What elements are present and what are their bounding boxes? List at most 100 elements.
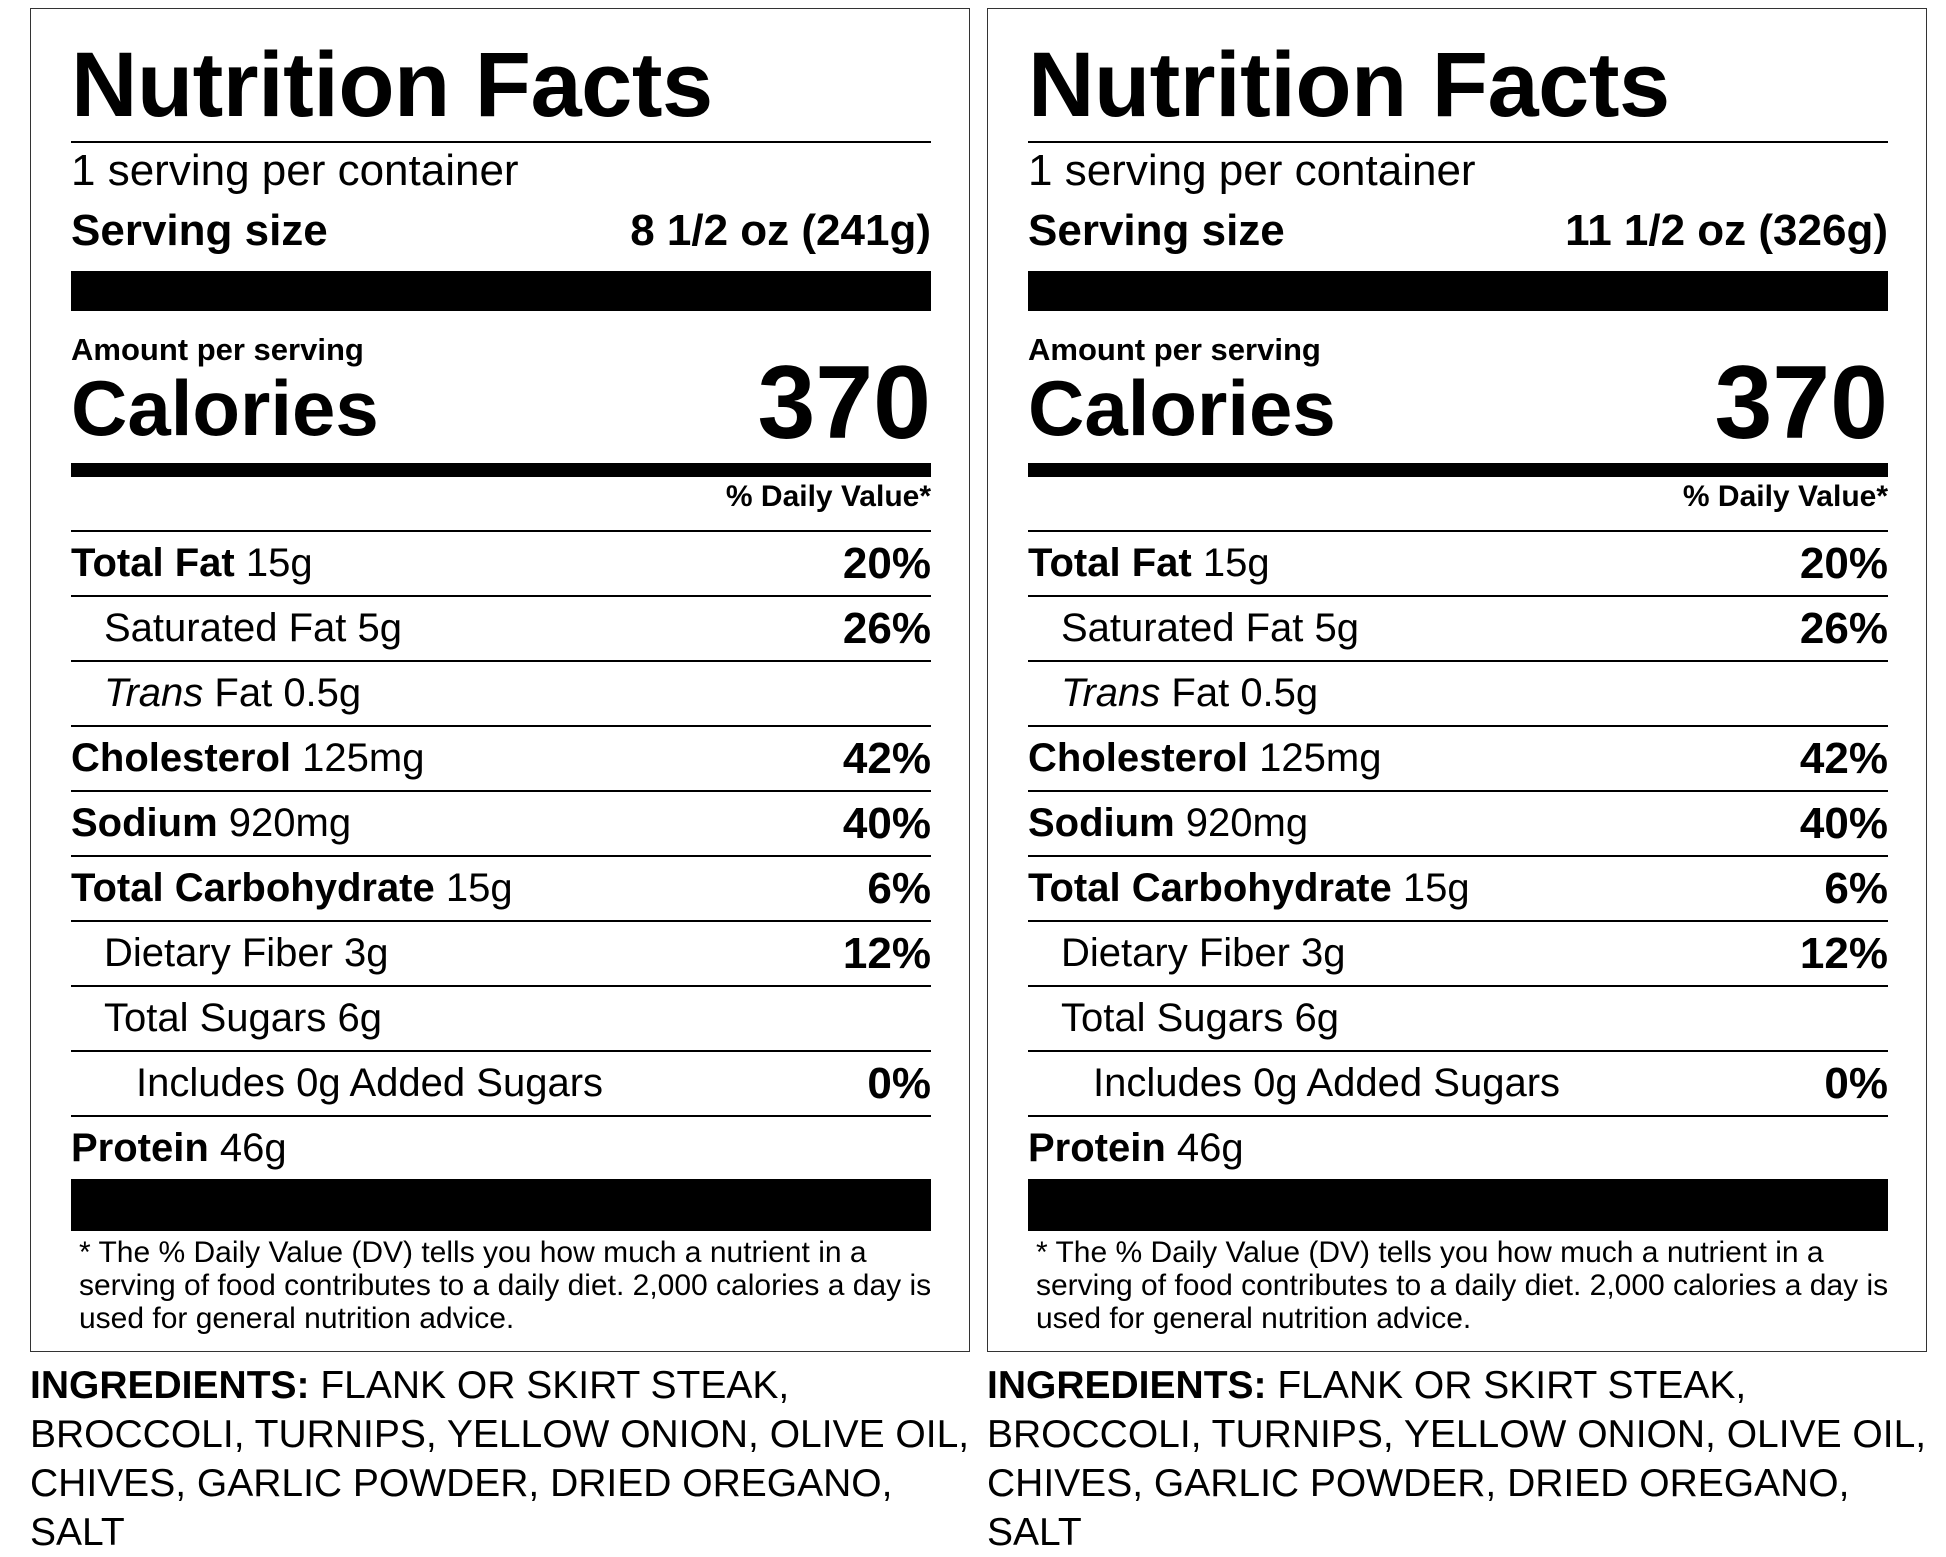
nutrient-name-italic: Trans: [1061, 671, 1161, 715]
nutrient-name: Fat 0.5g: [214, 671, 362, 715]
nutrition-facts-label: Nutrition Facts 1 serving per container …: [30, 8, 970, 1352]
divider: [1028, 141, 1888, 143]
ingredients-list: INGREDIENTS: FLANK OR SKIRT STEAK, BROCC…: [30, 1361, 970, 1557]
nutrient-row-protein: Protein 46g: [1028, 1115, 1888, 1180]
nutrient-dv: 42%: [1799, 733, 1888, 783]
nutrient-name-italic: Trans: [104, 671, 204, 715]
amount-per-serving: Amount per serving: [1028, 332, 1321, 367]
nutrient-amount: 920mg: [228, 801, 352, 845]
thick-divider: [71, 1179, 931, 1231]
thick-divider: [71, 271, 931, 311]
nutrient-dv: 0%: [867, 1058, 931, 1108]
nutrient-name: Sodium: [71, 801, 218, 845]
nutrient-amount: 15g: [1202, 541, 1270, 585]
nutrient-row-added-sugars: Includes 0g Added Sugars 0%: [71, 1050, 931, 1115]
nutrient-name: Sodium: [1028, 801, 1175, 845]
nutrient-amount: 46g: [219, 1126, 287, 1170]
nutrient-row-total-fat: Total Fat 15g 20%: [71, 530, 931, 595]
calories-label: Calories: [1028, 364, 1336, 452]
nutrient-row-saturated-fat: Saturated Fat 5g 26%: [1028, 595, 1888, 660]
nutrient-dv: 42%: [842, 733, 931, 783]
ingredients-label: INGREDIENTS:: [30, 1364, 310, 1407]
nutrient-row-sodium: Sodium 920mg 40%: [71, 790, 931, 855]
nutrient-row-dietary-fiber: Dietary Fiber 3g 12%: [1028, 920, 1888, 985]
nutrient-name: Cholesterol: [71, 736, 292, 780]
nutrient-name: Total Sugars 6g: [1061, 996, 1339, 1040]
nutrient-amount: 15g: [245, 541, 313, 585]
nutrient-name: Protein: [71, 1126, 209, 1170]
nutrient-row-trans-fat: Trans Fat 0.5g: [1028, 660, 1888, 725]
nutrient-amount: 15g: [445, 866, 513, 910]
nutrient-dv: 0%: [1824, 1058, 1888, 1108]
amount-per-serving: Amount per serving: [71, 332, 364, 367]
nutrient-row-total-fat: Total Fat 15g 20%: [1028, 530, 1888, 595]
daily-value-footnote: * The % Daily Value (DV) tells you how m…: [79, 1236, 932, 1335]
nutrient-name: Total Fat: [1028, 541, 1192, 585]
nutrient-amount: 920mg: [1185, 801, 1309, 845]
nutrient-row-total-carbohydrate: Total Carbohydrate 15g 6%: [71, 855, 931, 920]
nutrient-row-added-sugars: Includes 0g Added Sugars 0%: [1028, 1050, 1888, 1115]
serving-size-value: 11 1/2 oz (326g): [1565, 206, 1888, 255]
nutrient-amount: 125mg: [1259, 736, 1382, 780]
calories-value: 370: [757, 345, 931, 461]
calories-value: 370: [1714, 345, 1888, 461]
divider: [71, 141, 931, 143]
nutrient-row-cholesterol: Cholesterol 125mg 42%: [71, 725, 931, 790]
nutrient-dv: 20%: [1799, 538, 1888, 588]
daily-value-header: % Daily Value*: [1682, 480, 1888, 513]
nutrient-name: Includes 0g Added Sugars: [136, 1061, 604, 1105]
nutrient-dv: 26%: [842, 603, 931, 653]
nutrient-name: Fat 0.5g: [1171, 671, 1319, 715]
nutrient-row-cholesterol: Cholesterol 125mg 42%: [1028, 725, 1888, 790]
ingredients-text: FLANK OR SKIRT STEAK, BROCCOLI, TURNIPS,…: [987, 1364, 1927, 1554]
servings-per-container: 1 serving per container: [71, 146, 519, 195]
nutrient-amount: 46g: [1176, 1126, 1244, 1170]
nutrient-name: Total Carbohydrate: [71, 866, 435, 910]
daily-value-footnote: * The % Daily Value (DV) tells you how m…: [1036, 1236, 1889, 1335]
ingredients-text: FLANK OR SKIRT STEAK, BROCCOLI, TURNIPS,…: [30, 1364, 970, 1554]
nutrient-dv: 12%: [1799, 928, 1888, 978]
label-title: Nutrition Facts: [1028, 34, 1670, 136]
nutrient-name: Dietary Fiber 3g: [1061, 931, 1346, 975]
nutrition-facts-label: Nutrition Facts 1 serving per container …: [987, 8, 1927, 1352]
nutrient-name: Saturated Fat 5g: [1061, 606, 1359, 650]
ingredients-list: INGREDIENTS: FLANK OR SKIRT STEAK, BROCC…: [987, 1361, 1927, 1557]
daily-value-header: % Daily Value*: [725, 480, 931, 513]
nutrient-row-protein: Protein 46g: [71, 1115, 931, 1180]
thick-divider: [1028, 1179, 1888, 1231]
servings-per-container: 1 serving per container: [1028, 146, 1476, 195]
serving-size-value: 8 1/2 oz (241g): [630, 206, 931, 255]
serving-size-row: Serving size 8 1/2 oz (241g): [71, 209, 931, 253]
nutrient-amount: 125mg: [302, 736, 425, 780]
nutrient-dv: 6%: [1824, 863, 1888, 913]
nutrient-dv: 20%: [842, 538, 931, 588]
nutrient-dv: 6%: [867, 863, 931, 913]
nutrient-dv: 12%: [842, 928, 931, 978]
serving-size-row: Serving size 11 1/2 oz (326g): [1028, 209, 1888, 253]
nutrient-dv: 26%: [1799, 603, 1888, 653]
nutrient-name: Total Fat: [71, 541, 235, 585]
label-title: Nutrition Facts: [71, 34, 713, 136]
nutrient-dv: 40%: [842, 798, 931, 848]
ingredients-label: INGREDIENTS:: [987, 1364, 1267, 1407]
nutrient-row-total-sugars: Total Sugars 6g: [71, 985, 931, 1050]
nutrient-row-trans-fat: Trans Fat 0.5g: [71, 660, 931, 725]
nutrient-name: Saturated Fat 5g: [104, 606, 402, 650]
nutrient-row-total-sugars: Total Sugars 6g: [1028, 985, 1888, 1050]
thick-divider: [1028, 271, 1888, 311]
nutrient-row-total-carbohydrate: Total Carbohydrate 15g 6%: [1028, 855, 1888, 920]
nutrient-row-sodium: Sodium 920mg 40%: [1028, 790, 1888, 855]
nutrient-row-saturated-fat: Saturated Fat 5g 26%: [71, 595, 931, 660]
nutrient-row-dietary-fiber: Dietary Fiber 3g 12%: [71, 920, 931, 985]
medium-divider: [1028, 463, 1888, 477]
nutrient-name: Total Carbohydrate: [1028, 866, 1392, 910]
nutrient-name: Includes 0g Added Sugars: [1093, 1061, 1561, 1105]
nutrient-name: Protein: [1028, 1126, 1166, 1170]
calories-label: Calories: [71, 364, 379, 452]
nutrient-dv: 40%: [1799, 798, 1888, 848]
nutrient-name: Total Sugars 6g: [104, 996, 382, 1040]
medium-divider: [71, 463, 931, 477]
nutrient-name: Dietary Fiber 3g: [104, 931, 389, 975]
nutrient-name: Cholesterol: [1028, 736, 1249, 780]
serving-size-label: Serving size: [1028, 206, 1285, 255]
